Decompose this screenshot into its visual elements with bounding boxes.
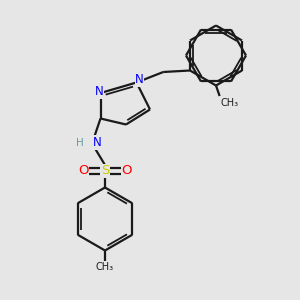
Text: S: S xyxy=(101,164,109,178)
Text: N: N xyxy=(92,136,101,149)
Text: N: N xyxy=(94,85,103,98)
Text: H: H xyxy=(76,137,83,148)
Text: O: O xyxy=(78,164,89,178)
Text: N: N xyxy=(135,73,144,86)
Text: O: O xyxy=(121,164,132,178)
Text: CH₃: CH₃ xyxy=(96,262,114,272)
Text: CH₃: CH₃ xyxy=(220,98,238,108)
